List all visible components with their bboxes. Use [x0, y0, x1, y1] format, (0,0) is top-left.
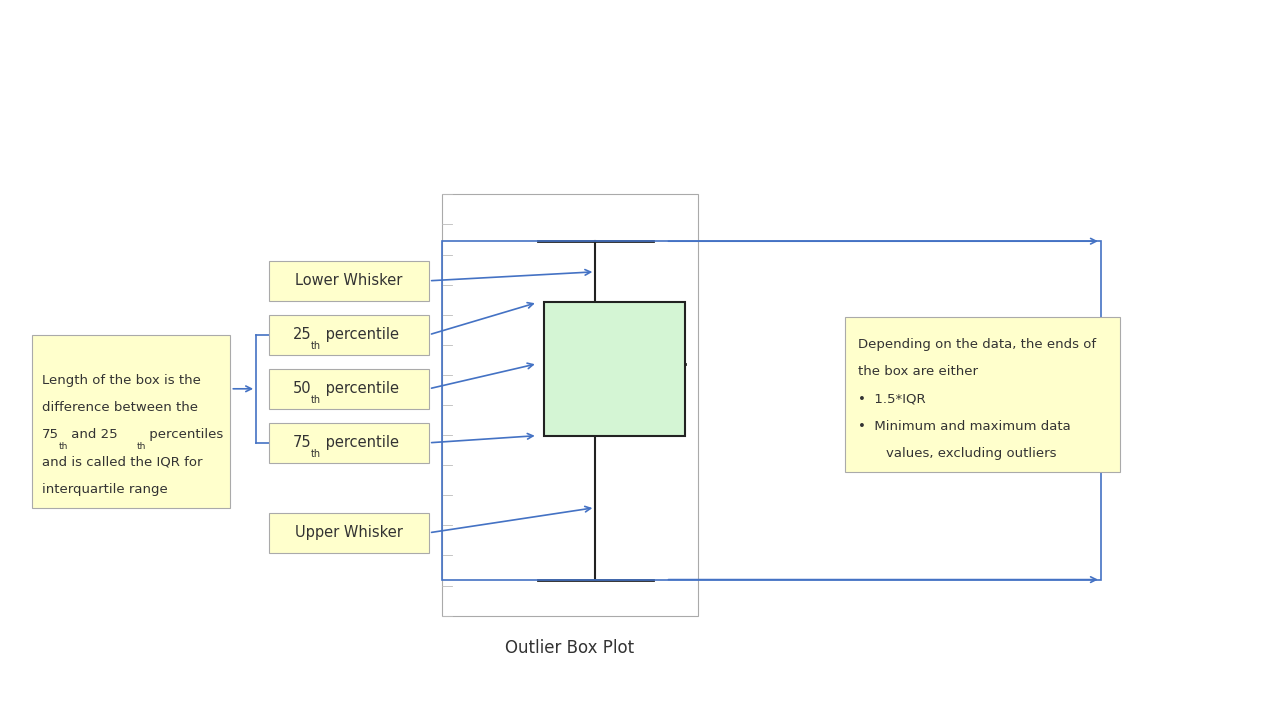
FancyBboxPatch shape: [269, 315, 429, 354]
FancyBboxPatch shape: [544, 302, 685, 436]
Text: th: th: [137, 442, 146, 451]
FancyBboxPatch shape: [269, 369, 429, 409]
Text: 75: 75: [42, 428, 59, 441]
FancyBboxPatch shape: [269, 261, 429, 301]
FancyBboxPatch shape: [32, 335, 230, 508]
Text: difference between the: difference between the: [42, 401, 198, 414]
Text: th: th: [311, 341, 321, 351]
FancyBboxPatch shape: [845, 317, 1120, 472]
Text: values, excluding outliers: values, excluding outliers: [886, 447, 1056, 460]
Text: percentile: percentile: [321, 328, 399, 342]
Text: Outlier Box Plot: Outlier Box Plot: [506, 639, 634, 657]
Text: and is called the IQR for: and is called the IQR for: [42, 456, 202, 469]
Text: 25: 25: [292, 328, 311, 342]
Text: th: th: [311, 449, 321, 459]
Text: and 25: and 25: [67, 428, 118, 441]
Text: percentile: percentile: [321, 382, 399, 396]
Text: the box are either: the box are either: [858, 365, 978, 378]
Text: th: th: [311, 395, 321, 405]
FancyBboxPatch shape: [269, 513, 429, 553]
Text: percentiles: percentiles: [145, 428, 223, 441]
Text: th: th: [59, 442, 68, 451]
FancyBboxPatch shape: [269, 423, 429, 463]
Text: Length of the box is the: Length of the box is the: [42, 374, 201, 387]
Text: •  Minimum and maximum data: • Minimum and maximum data: [858, 420, 1070, 433]
Text: Upper Whisker: Upper Whisker: [294, 526, 403, 540]
Text: 75: 75: [292, 436, 311, 450]
FancyBboxPatch shape: [442, 194, 698, 616]
Text: interquartile range: interquartile range: [42, 483, 168, 496]
Text: Lower Whisker: Lower Whisker: [296, 274, 402, 288]
Text: 50: 50: [292, 382, 311, 396]
Text: Depending on the data, the ends of: Depending on the data, the ends of: [858, 338, 1096, 351]
Text: •  1.5*IQR: • 1.5*IQR: [858, 392, 925, 405]
Text: percentile: percentile: [321, 436, 399, 450]
